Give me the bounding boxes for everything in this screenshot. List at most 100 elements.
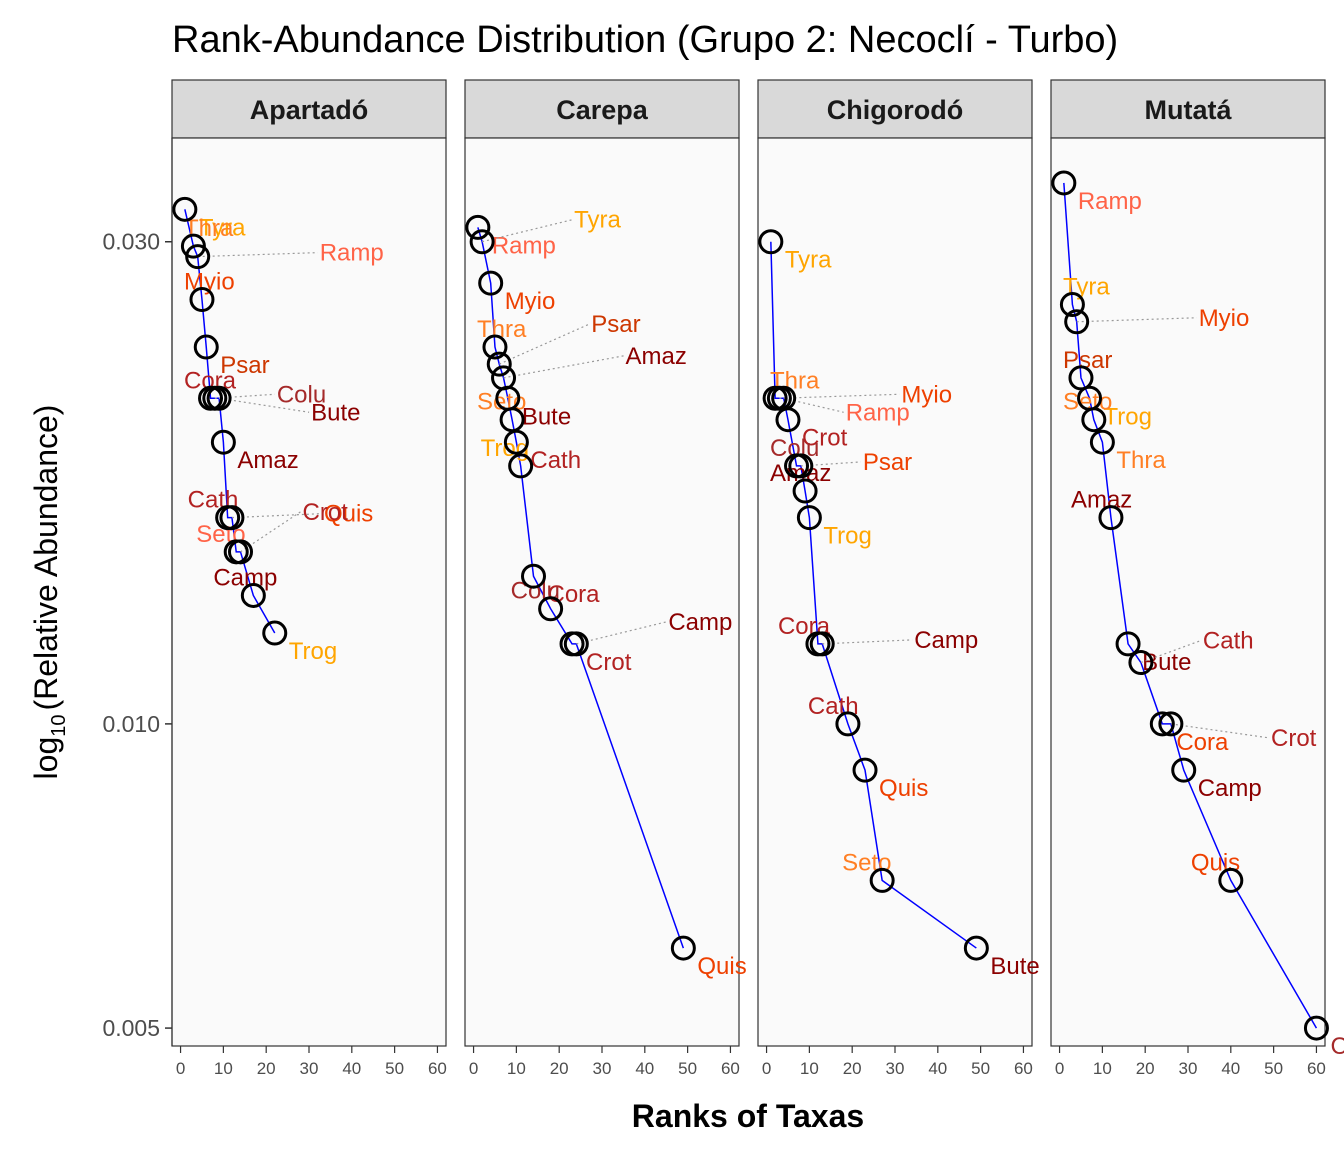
- series-line: [477, 227, 685, 949]
- x-tick-label: 40: [928, 1059, 947, 1078]
- point-label: Cora: [778, 613, 831, 640]
- data-point: [185, 244, 211, 270]
- data-point: [852, 757, 878, 783]
- point-label: Tyra: [785, 247, 832, 274]
- x-tick-label: 50: [971, 1059, 990, 1078]
- y-axis-title-open: (: [28, 700, 64, 711]
- data-point: [508, 453, 534, 479]
- label-leader-line: [481, 219, 573, 243]
- point-label: Colu: [277, 381, 326, 408]
- point-label: Tyra: [1063, 274, 1110, 301]
- data-point: [1098, 505, 1124, 531]
- x-tick-label: 40: [342, 1059, 361, 1078]
- data-point: [1303, 1015, 1329, 1041]
- point-label: Quis: [324, 501, 373, 528]
- y-tick-label: 0.030: [102, 229, 160, 255]
- point-label: Thra: [1116, 447, 1166, 474]
- x-tick-label: 10: [507, 1059, 526, 1078]
- data-point: [775, 407, 801, 433]
- data-point: [1081, 407, 1107, 433]
- point-label: Trog: [289, 638, 337, 665]
- point-label: Cath: [530, 447, 581, 474]
- point-label: Trog: [823, 523, 871, 550]
- point-label: Quis: [697, 953, 746, 980]
- label-leader-line: [576, 621, 667, 645]
- data-point: [792, 478, 818, 504]
- facet-strip-label: Mutatá: [1145, 95, 1233, 125]
- point-label: Camp: [914, 627, 978, 654]
- y-axis: 0.030 0.010 0.005: [102, 138, 173, 1046]
- facet-strip: [464, 79, 740, 139]
- x-tick-label: 60: [1014, 1059, 1033, 1078]
- point-label: Crot: [303, 499, 349, 526]
- data-point: [465, 214, 491, 240]
- x-tick-label: 60: [428, 1059, 447, 1078]
- panel-background: [1050, 137, 1326, 1047]
- point-label: Amaz: [626, 343, 687, 370]
- point-label: Ramp: [1078, 188, 1142, 215]
- label-leader-line: [779, 393, 900, 399]
- x-tick-label: 40: [1221, 1059, 1240, 1078]
- data-point: [1064, 309, 1090, 335]
- label-leader-line: [822, 639, 913, 645]
- data-point: [172, 196, 198, 222]
- data-point: [486, 351, 512, 377]
- data-point: [1158, 711, 1184, 737]
- series-line: [1063, 182, 1318, 1029]
- x-tick-label: 60: [721, 1059, 740, 1078]
- point-label: Tyra: [199, 214, 246, 241]
- x-tick-label: 0: [1055, 1059, 1064, 1078]
- data-point: [262, 620, 288, 646]
- point-label: Ramp: [320, 240, 384, 267]
- data-point: [1115, 631, 1141, 657]
- point-label: Tyra: [574, 207, 621, 234]
- data-point: [1128, 650, 1154, 676]
- x-tick-label: 50: [1264, 1059, 1283, 1078]
- data-point: [1059, 292, 1085, 318]
- data-point: [1089, 429, 1115, 455]
- point-label: Cath: [808, 693, 859, 720]
- point-label: Cath: [1203, 628, 1254, 655]
- point-label: Bute: [522, 403, 571, 430]
- facet-strip: [171, 79, 447, 139]
- chart-title: Rank-Abundance Distribution (Grupo 2: Ne…: [172, 19, 1118, 61]
- point-label: Bute: [311, 399, 360, 426]
- y-tick-label: 0.005: [102, 1015, 160, 1041]
- y-axis-title-text: Relative Abundance: [28, 415, 64, 700]
- label-leader-line: [503, 355, 624, 379]
- x-tick-label: 20: [257, 1059, 276, 1078]
- x-tick-label: 20: [550, 1059, 569, 1078]
- data-point: [478, 270, 504, 296]
- data-point: [503, 429, 529, 455]
- point-label: Psar: [863, 449, 912, 476]
- data-point: [809, 631, 835, 657]
- x-tick-label: 10: [1093, 1059, 1112, 1078]
- point-label: Psar: [220, 352, 269, 379]
- data-point: [1051, 170, 1077, 196]
- y-axis-title: log10 (Relative Abundance): [28, 405, 70, 780]
- data-point: [206, 385, 232, 411]
- point-label: Camp: [1198, 775, 1262, 802]
- point-label: Quis: [1191, 849, 1240, 876]
- point-label: Camp: [668, 609, 732, 636]
- point-label: Amaz: [237, 447, 298, 474]
- data-point: [1218, 867, 1244, 893]
- data-point: [228, 539, 253, 565]
- x-tick-label: 50: [678, 1059, 697, 1078]
- point-label: Crot: [586, 649, 632, 676]
- x-tick-label: 10: [800, 1059, 819, 1078]
- data-point: [1068, 365, 1094, 391]
- x-tick-label: 20: [843, 1059, 862, 1078]
- label-leader-line: [1170, 723, 1270, 739]
- point-label: Crot: [802, 425, 848, 452]
- facet-strip-label: Chigorodó: [827, 95, 963, 125]
- x-tick-label: 30: [593, 1059, 612, 1078]
- data-point: [758, 229, 784, 255]
- data-point: [1171, 757, 1197, 783]
- point-label: Trog: [1104, 403, 1152, 430]
- label-leader-line: [240, 511, 301, 553]
- data-point: [538, 596, 564, 622]
